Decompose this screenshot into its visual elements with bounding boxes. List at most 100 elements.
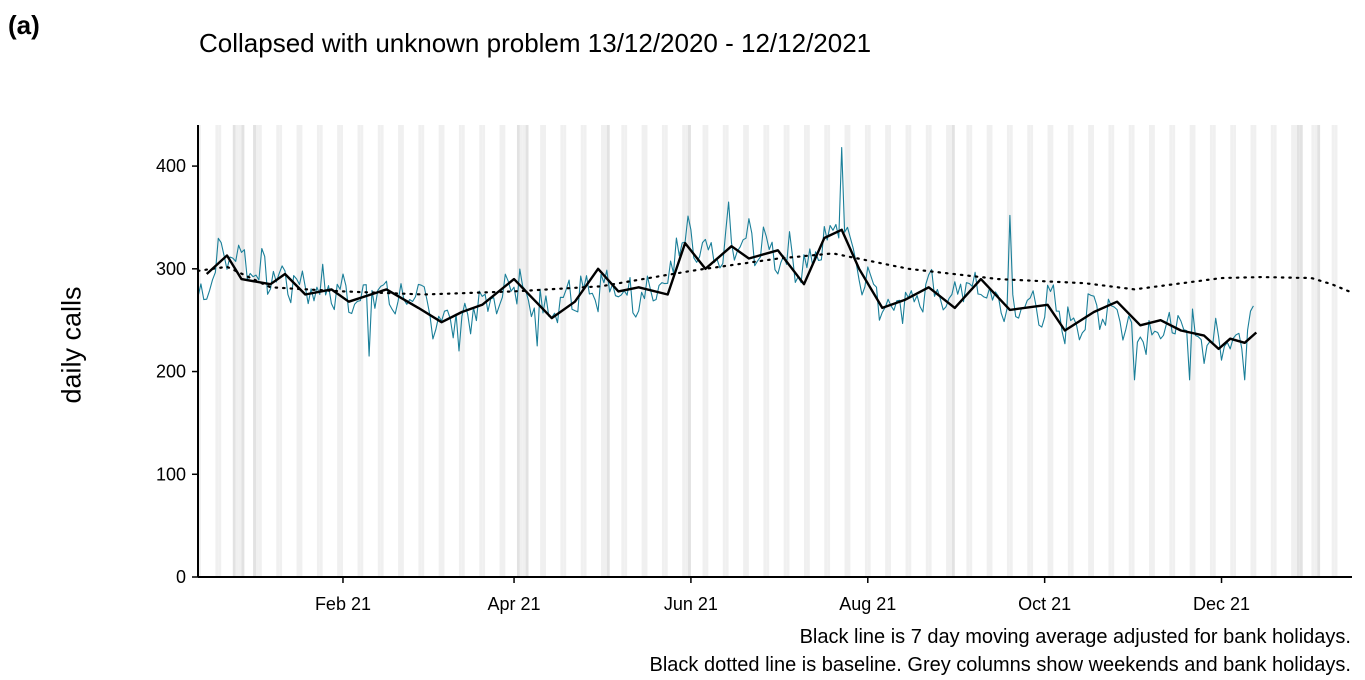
weekend-column [1212, 125, 1216, 577]
weekend-column [1128, 125, 1132, 577]
weekend-column [380, 125, 384, 577]
weekend-column [1030, 125, 1034, 577]
weekend-column [519, 125, 523, 577]
weekend-column [908, 125, 912, 577]
weekend-column [827, 125, 831, 577]
weekend-column [783, 125, 787, 577]
weekend-column [705, 125, 709, 577]
weekend-column [377, 125, 381, 577]
weekend-column [1294, 125, 1297, 577]
caption-moving-average: Black line is 7 day moving average adjus… [799, 626, 1351, 648]
weekend-column [1192, 125, 1196, 577]
weekend-column [232, 125, 236, 577]
weekend-column [215, 125, 219, 577]
axes: 0 100 200 300 400 Feb 21 Apr 21 Jun 21 Aug 21 Oct… [156, 125, 1352, 614]
weekend-column [1091, 125, 1094, 577]
weekend-column [989, 125, 993, 577]
weekend-column [583, 125, 587, 577]
weekend-column [461, 125, 465, 577]
weekend-column [824, 125, 828, 577]
weekend-column [1209, 125, 1213, 577]
y-tick-label: 300 [156, 259, 186, 279]
weekend-column [522, 125, 526, 577]
weekend-column [563, 125, 567, 577]
weekend-column [1331, 125, 1335, 577]
weekend-column [1291, 125, 1295, 577]
weekend-column [1273, 125, 1277, 577]
x-tick-label: Aug 21 [839, 594, 896, 614]
weekend-column [516, 125, 520, 577]
weekend-column [441, 125, 445, 577]
weekend-column [319, 125, 323, 577]
weekend-column [255, 125, 259, 577]
weekend-column [1050, 125, 1054, 577]
panel-label: (a) [8, 10, 40, 40]
weekend-column [238, 125, 242, 577]
weekend-column [1311, 125, 1315, 577]
chart-title: Collapsed with unknown problem 13/12/202… [199, 28, 872, 58]
weekend-column [1047, 125, 1051, 577]
y-tick-label: 0 [176, 567, 186, 587]
weekend-column [1151, 125, 1155, 577]
weekend-column [743, 125, 747, 577]
weekend-column [299, 125, 303, 577]
caption-baseline: Black dotted line is baseline. Grey colu… [649, 654, 1351, 676]
weekend-column [479, 125, 483, 577]
weekend-column [925, 125, 929, 577]
weekend-column [888, 125, 891, 577]
weekend-column [951, 125, 955, 577]
weekend-column [722, 125, 726, 577]
x-tick-label: Feb 21 [315, 594, 371, 614]
daily-calls-series [197, 147, 1254, 381]
weekend-column [1270, 125, 1274, 577]
weekend-column [844, 125, 848, 577]
weekend-column [276, 125, 280, 577]
weekend-column [438, 125, 442, 577]
weekend-column [241, 125, 245, 577]
baseline-series [196, 252, 1351, 296]
weekend-column [786, 125, 790, 577]
weekend-column [458, 125, 462, 577]
weekend-column [688, 125, 691, 577]
weekend-column [928, 125, 932, 577]
weekend-column [606, 125, 610, 577]
weekend-column [1169, 125, 1173, 577]
weekend-column [316, 125, 320, 577]
weekend-column [560, 125, 564, 577]
weekend-column [1253, 125, 1257, 577]
weekend-column [1233, 125, 1237, 577]
weekend-column [279, 125, 283, 577]
weekend-column [1009, 125, 1013, 577]
weekend-column [685, 125, 689, 577]
weekend-column [803, 125, 807, 577]
weekend-column [1111, 125, 1115, 577]
weekend-column [482, 125, 486, 577]
weekend-column [1149, 125, 1152, 577]
weekend-column [601, 125, 604, 577]
x-tick-label: Jun 21 [664, 594, 718, 614]
daily-calls-line [197, 147, 1254, 381]
weekend-column [1250, 125, 1254, 577]
weekend-column [580, 125, 584, 577]
weekend-column [198, 125, 201, 577]
weekend-column [235, 125, 239, 577]
y-tick-label: 200 [156, 362, 186, 382]
weekend-column [746, 125, 749, 577]
weekend-column [340, 125, 343, 577]
weekend-column [1314, 125, 1318, 577]
weekend-column [540, 125, 544, 577]
x-tick-label: Dec 21 [1193, 594, 1250, 614]
weekend-column [948, 125, 952, 577]
weekend-column [1108, 125, 1112, 577]
weekend-column [418, 125, 422, 577]
weekend-column [398, 125, 401, 577]
weekend-column [1299, 125, 1303, 577]
weekend-column [499, 125, 503, 577]
weekend-column [218, 125, 222, 577]
weekend-column [1172, 125, 1176, 577]
baseline-line [196, 252, 1351, 296]
weekend-column [885, 125, 889, 577]
weekend-column [360, 125, 364, 577]
weekend-column [1296, 125, 1300, 577]
